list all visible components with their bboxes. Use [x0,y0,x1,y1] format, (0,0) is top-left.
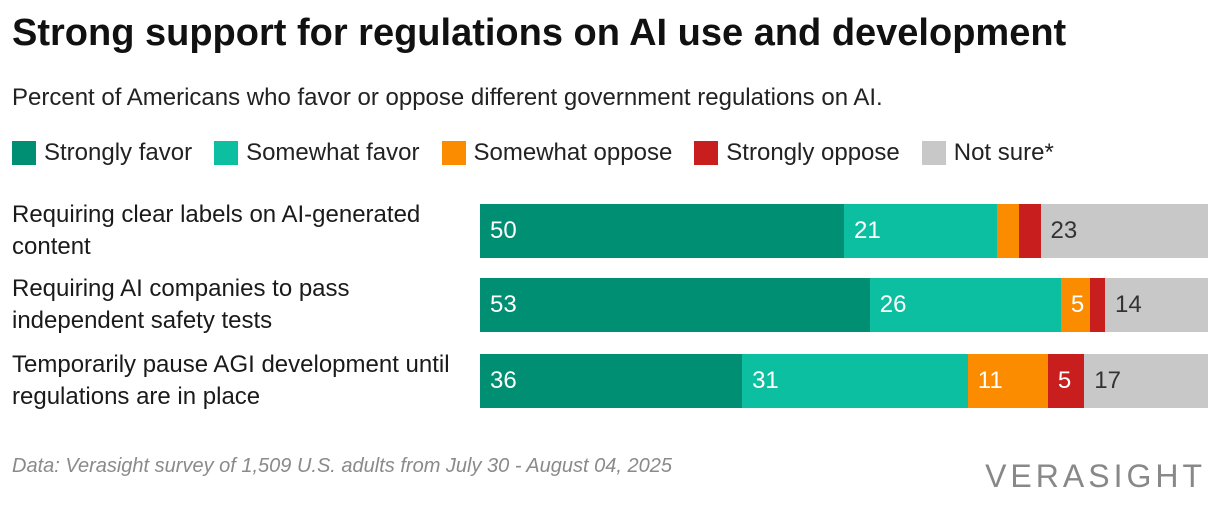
bar-segment-somewhat-favor [869,278,1061,332]
data-label: 11 [977,367,1003,394]
bar-segment-somewhat-oppose [996,204,1019,258]
legend-label: Somewhat favor [246,139,420,166]
bar-segment-strongly-favor [480,278,870,332]
legend-swatch [921,141,946,165]
data-label: 5 [1070,291,1085,318]
bar-segment-strongly-oppose [1090,278,1106,332]
category-label: Requiring AI companies to pass independe… [12,275,350,334]
data-label: 36 [490,367,517,394]
bar-track: 53 26 5 14 [480,278,1208,332]
data-label: 21 [854,217,881,244]
legend-label: Not sure* [953,139,1054,166]
data-label: 26 [879,291,907,318]
legend-swatch [441,141,466,165]
data-label: 50 [490,217,517,244]
legend-label: Strongly oppose [726,139,900,166]
bar-row: Requiring AI companies to pass independe… [0,275,1220,334]
data-label: 23 [1050,217,1078,244]
legend-item-not-sure: Not sure* [921,139,1054,167]
legend: Strongly favor Somewhat favor Somewhat opp… [12,138,1076,168]
bar-segment-strongly-oppose [1018,204,1041,258]
bar-segment-strongly-oppose [1047,354,1085,408]
stacked-bar-chart: Requiring clear labels on AI-generated c… [0,190,1220,420]
bar-segment-not-sure [1040,204,1208,258]
bar-segment-strongly-favor [480,204,844,258]
source-note: Data: Verasight survey of 1,509 U.S. adu… [12,455,672,477]
legend-swatch [214,141,239,165]
bar-segment-not-sure [1105,278,1208,332]
legend-swatch [694,141,719,165]
data-label: 14 [1115,291,1142,318]
bar-row: Temporarily pause AGI development until … [0,351,1220,410]
legend-item-somewhat-favor: Somewhat favor [214,139,420,167]
legend-label: Strongly favor [44,139,193,166]
data-label: 17 [1094,367,1121,394]
bar-row: Requiring clear labels on AI-generated c… [0,201,1220,260]
chart-subtitle: Percent of Americans who favor or oppose… [12,84,883,111]
legend-swatch [12,141,36,165]
legend-item-somewhat-oppose: Somewhat oppose [441,139,673,167]
data-label: 5 [1057,367,1072,394]
data-label: 31 [752,367,779,394]
legend-item-strongly-oppose: Strongly oppose [694,139,900,167]
chart-title: Strong support for regulations on AI use… [12,12,1067,54]
category-label: Temporarily pause AGI development until … [12,351,450,410]
bar-segment-not-sure [1084,354,1208,408]
legend-item-strongly-favor: Strongly favor [12,139,192,167]
category-label: Requiring clear labels on AI-generated c… [12,201,421,260]
bar-track: 36 31 11 5 17 [480,354,1208,408]
data-label: 53 [490,291,517,318]
bar-segment-somewhat-favor [844,204,997,258]
bar-segment-somewhat-oppose [1060,278,1091,332]
legend-label: Somewhat oppose [473,139,673,166]
bar-segment-somewhat-favor [742,354,968,408]
bar-segment-strongly-favor [480,354,743,408]
bar-segment-somewhat-oppose [967,354,1048,408]
bar-track: 50 21 23 [480,204,1208,258]
brand-logo: VERASIGHT [985,458,1206,494]
